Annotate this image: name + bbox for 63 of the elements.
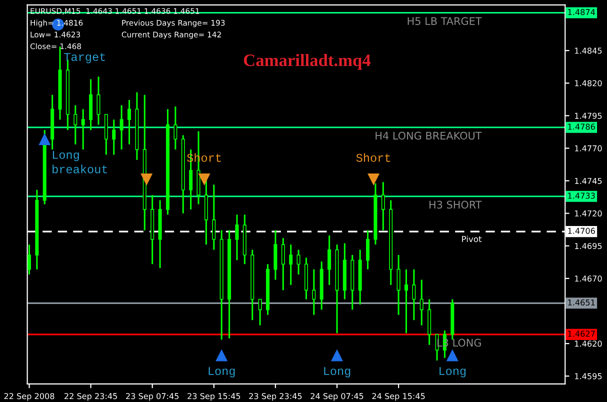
candlestick — [296, 249, 300, 276]
point — [198, 173, 210, 186]
x-tick-label: 22 Sep 23:45 — [64, 393, 117, 401]
annotation: 1.4874 — [568, 9, 596, 16]
y-tick-label: 1.4595 — [575, 373, 602, 380]
point — [446, 349, 458, 362]
candlestick — [412, 268, 416, 321]
x-tick-label: 24 Sep 15:45 — [372, 393, 425, 401]
candlestick — [112, 118, 116, 156]
ref-line-label: H3 SHORT — [430, 200, 482, 209]
candlestick — [312, 268, 316, 316]
x-tick-label: 24 Sep 07:45 — [310, 393, 364, 401]
y-tick-label: 1.4620 — [575, 340, 602, 347]
point — [140, 173, 153, 186]
candlestick — [404, 268, 408, 334]
annotation: Short — [356, 153, 390, 162]
candlestick — [281, 237, 285, 291]
annotation: Target — [64, 52, 105, 64]
candlestick — [212, 184, 216, 251]
ref-line-label: Pivot — [462, 236, 482, 242]
candlestick — [258, 298, 262, 326]
annotation: Long — [324, 367, 350, 378]
ref-line-label: H5 LB TARGET — [408, 17, 482, 26]
point — [38, 133, 51, 146]
y-tick-label: 1.4670 — [575, 276, 602, 282]
candlestick — [174, 106, 178, 150]
ref-line-label: H4 LONG BREAKOUT — [376, 132, 482, 140]
candlestick — [396, 254, 400, 316]
x-tick-label: 23 Sep 07:45 — [126, 393, 179, 401]
x-tick-label: 23 Sep 15:45 — [188, 393, 240, 401]
y-tick-label: 1.4720 — [575, 210, 602, 217]
point — [368, 173, 380, 186]
y-tick-label: 1.4770 — [575, 145, 602, 152]
annotation: 1.4786 — [568, 124, 595, 130]
candlestick — [366, 229, 370, 270]
x-tick-label: 22 Sep 2008 — [4, 393, 54, 401]
y-tick-label: 1.4795 — [575, 112, 602, 119]
annotation: Long breakout — [52, 150, 108, 174]
candlestick — [328, 234, 332, 286]
annotation: 1.4733 — [568, 192, 595, 199]
y-tick-label: 1.4745 — [575, 178, 602, 184]
annotation: 1.4651 — [568, 299, 595, 306]
annotation: Long — [440, 367, 466, 378]
annotation: 1.4627 — [568, 330, 595, 337]
point — [216, 349, 228, 362]
candlestick — [96, 76, 100, 126]
candlestick — [127, 99, 132, 146]
candlestick — [27, 244, 32, 276]
text: Camarilladt.mq4 — [244, 54, 371, 70]
y-tick-label: 1.4845 — [575, 48, 602, 54]
annotation: Long — [208, 367, 235, 378]
y-tick-label: 1.4820 — [575, 80, 602, 86]
candlestick — [120, 104, 124, 150]
candlestick — [235, 214, 239, 261]
candlestick — [289, 244, 293, 286]
candlestick — [381, 181, 385, 232]
point — [330, 349, 344, 362]
candlestick — [81, 108, 85, 150]
candlestick — [420, 278, 424, 326]
candlestick — [74, 104, 78, 146]
y-tick-label: 1.4695 — [575, 242, 602, 250]
annotation: 1.4706 — [568, 228, 595, 234]
x-tick-label: 23 Sep 23:45 — [249, 393, 302, 401]
